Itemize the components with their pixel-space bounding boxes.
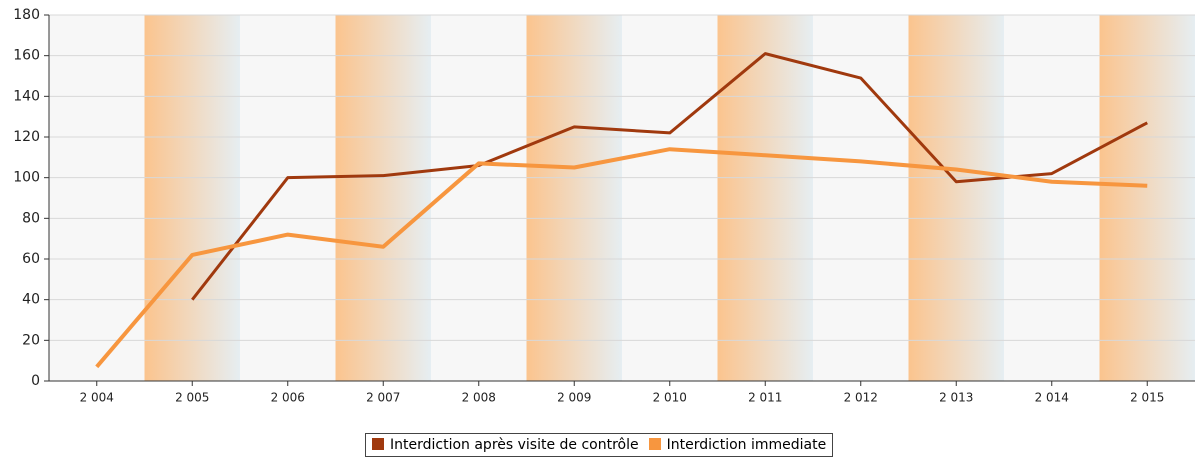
- stripe-band: [240, 15, 336, 381]
- y-tick-label: 60: [22, 251, 40, 267]
- y-tick-label: 80: [22, 210, 40, 226]
- legend-item: Interdiction après visite de contrôle: [372, 437, 639, 453]
- legend-label: Interdiction après visite de contrôle: [390, 437, 639, 453]
- stripe-band: [1004, 15, 1100, 381]
- legend-label: Interdiction immediate: [666, 437, 827, 453]
- stripe-band: [526, 15, 622, 381]
- stripe-band: [908, 15, 1004, 381]
- y-tick-label: 100: [13, 170, 40, 186]
- y-tick-label: 140: [13, 88, 40, 104]
- legend: Interdiction après visite de contrôle Int…: [365, 433, 834, 457]
- y-tick-label: 180: [13, 7, 40, 23]
- stripe-band: [335, 15, 431, 381]
- legend-swatch: [372, 438, 384, 450]
- x-tick-label: 2 008: [462, 391, 496, 405]
- x-tick-label: 2 006: [271, 391, 305, 405]
- x-tick-label: 2 013: [939, 391, 973, 405]
- x-tick-label: 2 005: [175, 391, 209, 405]
- x-tick-label: 2 014: [1035, 391, 1069, 405]
- x-tick-label: 2 011: [748, 391, 782, 405]
- data-line: [191, 52, 1148, 301]
- stripe-band: [622, 15, 718, 381]
- stripe-band: [813, 15, 909, 381]
- x-tick-label: 2 007: [366, 391, 400, 405]
- chart: 2 004 2 005 2 006 2 007 2 008 2 009 2 010 2 011…: [13, 7, 1195, 405]
- stripe-band: [144, 15, 240, 381]
- y-tick-label: 120: [13, 129, 40, 145]
- y-tick-label: 20: [22, 332, 40, 348]
- legend-item: Interdiction immediate: [648, 437, 827, 453]
- stripe-band: [717, 15, 813, 381]
- x-tick-label: 2 012: [844, 391, 878, 405]
- stripe-band: [1099, 15, 1195, 381]
- stripe-band: [49, 15, 145, 381]
- data-line: [95, 147, 1148, 369]
- stripe-band: [431, 15, 527, 381]
- x-tick-label: 2 009: [557, 391, 591, 405]
- y-tick-label: 160: [13, 48, 40, 64]
- x-tick-label: 2 010: [653, 391, 687, 405]
- legend-swatch: [648, 438, 661, 450]
- x-tick-label: 2 015: [1130, 391, 1164, 405]
- y-tick-label: 40: [22, 292, 40, 308]
- y-tick-label: 0: [31, 373, 40, 389]
- x-tick-label: 2 004: [80, 391, 114, 405]
